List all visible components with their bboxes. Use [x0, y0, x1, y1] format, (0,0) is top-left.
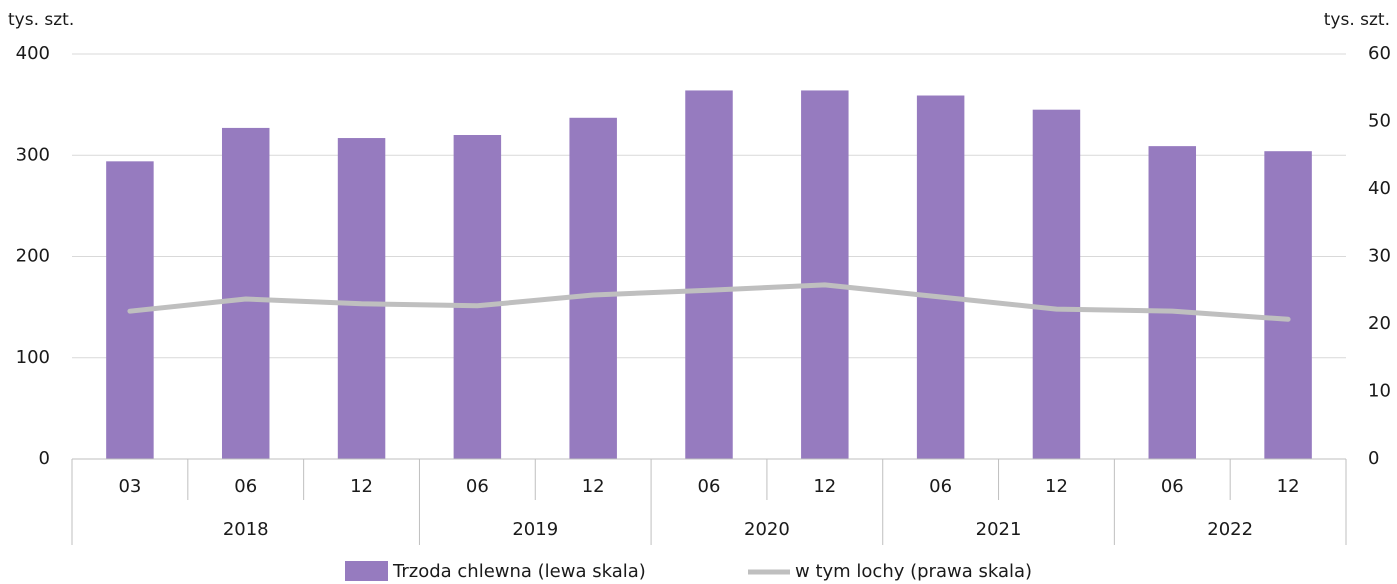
y2-tick-label: 10 [1368, 381, 1391, 402]
y2-tick-label: 30 [1368, 246, 1391, 267]
y2-tick-label: 40 [1368, 178, 1391, 199]
legend-label: Trzoda chlewna (lewa skala) [392, 561, 646, 582]
x-tick-label: 12 [350, 476, 373, 497]
bar [1264, 151, 1312, 459]
y2-tick-label: 60 [1368, 43, 1391, 64]
bar [221, 127, 270, 459]
x-group-label: 2018 [223, 519, 269, 540]
bar [453, 135, 502, 459]
x-tick-label: 06 [929, 476, 952, 497]
bar [1032, 109, 1081, 459]
y-tick-label: 300 [16, 144, 50, 165]
y2-tick-label: 50 [1368, 111, 1391, 132]
x-group-label: 2019 [512, 519, 558, 540]
x-tick-label: 06 [1161, 476, 1184, 497]
legend-swatch [345, 561, 388, 581]
x-group-label: 2021 [976, 519, 1022, 540]
x-tick-label: 12 [1045, 476, 1068, 497]
y-tick-label: 100 [16, 347, 50, 368]
x-group-label: 2020 [744, 519, 790, 540]
y-tick-label: 400 [16, 43, 50, 64]
y2-axis-label: tys. szt. [1324, 10, 1390, 30]
bar [685, 90, 733, 459]
bar [569, 117, 617, 459]
bar [916, 95, 965, 459]
bar [801, 90, 849, 459]
y-axis-label: tys. szt. [8, 10, 74, 30]
x-tick-label: 12 [582, 476, 605, 497]
y-tick-label: 200 [16, 246, 50, 267]
line-series [127, 282, 1291, 322]
y2-tick-label: 20 [1368, 313, 1391, 334]
x-tick-label: 06 [466, 476, 489, 497]
x-tick-label: 12 [813, 476, 836, 497]
x-group-label: 2022 [1207, 519, 1253, 540]
x-tick-label: 12 [1277, 476, 1300, 497]
legend-label: w tym lochy (prawa skala) [795, 561, 1032, 582]
x-tick-label: 06 [234, 476, 257, 497]
bar [337, 138, 386, 459]
x-tick-label: 06 [698, 476, 721, 497]
y2-tick-label: 0 [1368, 448, 1379, 469]
bar [1148, 146, 1197, 459]
x-tick-label: 03 [118, 476, 141, 497]
y-tick-label: 0 [39, 448, 50, 469]
